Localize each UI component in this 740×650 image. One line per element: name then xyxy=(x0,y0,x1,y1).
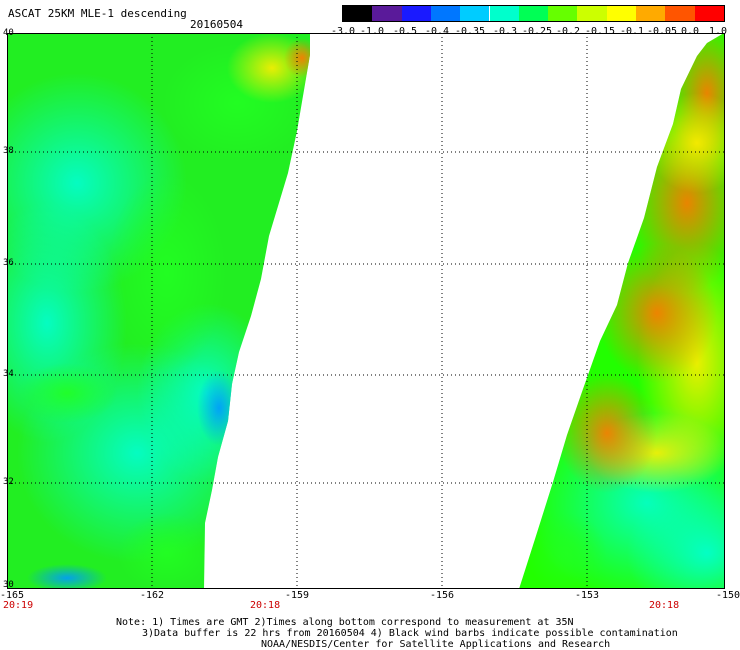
colorbar-segment xyxy=(694,6,724,21)
colorbar-label: -0.1 xyxy=(619,26,645,37)
map-border xyxy=(7,33,725,589)
colorbar-label: -0.2 xyxy=(555,26,581,37)
lat-label-32: 32 xyxy=(3,477,14,487)
colorbar-label: -0.4 xyxy=(424,26,450,37)
longitude-gridlines xyxy=(151,33,588,589)
left-swath xyxy=(7,33,310,589)
colorbar-segment xyxy=(343,6,373,21)
time-label-middle: 20:18 xyxy=(250,600,281,611)
note-line-3: NOAA/NESDIS/Center for Satellite Applica… xyxy=(261,639,611,650)
colorbar-segment xyxy=(636,6,666,21)
lat-label-40: 40 xyxy=(3,28,14,38)
product-title: ASCAT 25KM MLE-1 descending xyxy=(8,7,187,20)
colorbar-segment xyxy=(430,6,461,21)
colorbar-segment xyxy=(489,6,519,21)
lat-label-36: 36 xyxy=(3,258,14,268)
lon-label-156: -156 xyxy=(429,590,455,601)
colorbar-label: -0.3 xyxy=(492,26,518,37)
colorbar-label: 1.0 xyxy=(708,26,728,37)
colorbar-segment xyxy=(665,6,695,21)
lon-label-165: -165 xyxy=(0,590,25,601)
colorbar-segment xyxy=(606,6,636,21)
colorbar-segment xyxy=(577,6,607,21)
colorbar-segment xyxy=(460,6,490,21)
colorbar-label: -0.15 xyxy=(584,26,616,37)
lon-label-153: -153 xyxy=(574,590,600,601)
right-swath xyxy=(519,33,724,589)
swath-map xyxy=(7,33,725,589)
lat-label-34: 34 xyxy=(3,369,14,379)
colorbar-label: 0.0 xyxy=(680,26,700,37)
note-line-2: 3)Data buffer is 22 hrs from 20160504 4)… xyxy=(142,628,678,639)
note-line-1: Note: 1) Times are GMT 2)Times along bot… xyxy=(116,617,574,628)
lon-label-159: -159 xyxy=(284,590,310,601)
colorbar xyxy=(342,5,725,22)
time-label-left: 20:19 xyxy=(3,600,34,611)
colorbar-label: -0.5 xyxy=(392,26,418,37)
colorbar-label: -3.0 xyxy=(330,26,356,37)
colorbar-segment xyxy=(548,6,578,21)
colorbar-label: -1.0 xyxy=(359,26,385,37)
time-label-right: 20:18 xyxy=(649,600,680,611)
lat-label-30: 30 xyxy=(3,580,14,590)
lat-label-38: 38 xyxy=(3,146,14,156)
colorbar-segment xyxy=(401,6,431,21)
colorbar-segment xyxy=(372,6,402,21)
lon-label-150: -150 xyxy=(715,590,740,601)
colorbar-label: -0.25 xyxy=(521,26,553,37)
lon-label-162: -162 xyxy=(139,590,165,601)
colorbar-label: -0.35 xyxy=(454,26,486,37)
colorbar-label: -0.05 xyxy=(646,26,678,37)
colorbar-segment xyxy=(518,6,549,21)
product-date: 20160504 xyxy=(190,18,243,31)
